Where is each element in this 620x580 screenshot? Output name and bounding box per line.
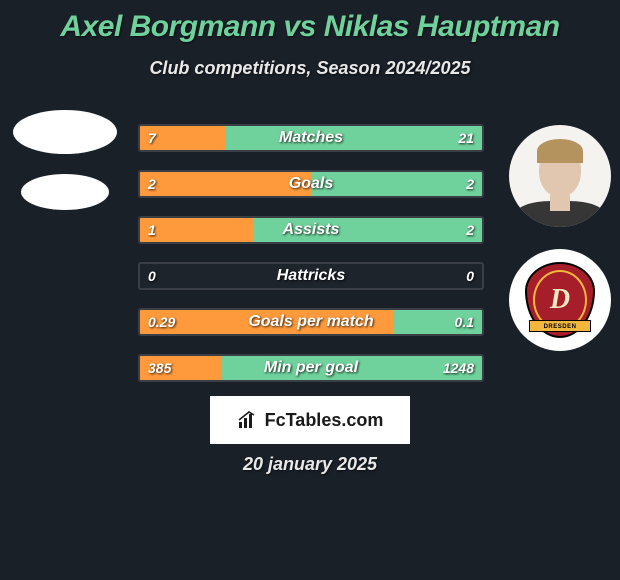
subtitle: Club competitions, Season 2024/2025: [0, 58, 620, 79]
stat-bar-row: 2Goals2: [138, 170, 484, 198]
watermark: FcTables.com: [210, 396, 410, 444]
stat-bar-row: 0.29Goals per match0.1: [138, 308, 484, 336]
stat-bar-row: 385Min per goal1248: [138, 354, 484, 382]
stat-value-right: 1248: [443, 356, 474, 380]
chart-icon: [237, 410, 259, 430]
player-a-avatar-placeholder: [13, 110, 117, 154]
avatar-neck: [550, 195, 570, 211]
vs-separator: vs: [283, 10, 315, 43]
stat-value-right: 2: [466, 172, 474, 196]
date-line: 20 january 2025: [0, 454, 620, 475]
stat-label: Hattricks: [140, 264, 482, 288]
player-b-name: Niklas Hauptman: [324, 10, 560, 43]
stat-label: Assists: [140, 218, 482, 242]
stat-label: Min per goal: [140, 356, 482, 380]
stat-label: Goals: [140, 172, 482, 196]
infographic-main: Axel Borgmann vs Niklas Hauptman Club co…: [0, 0, 620, 580]
stat-bar-row: 1Assists2: [138, 216, 484, 244]
right-avatars-column: D DRESDEN: [500, 125, 620, 351]
player-b-avatar: [509, 125, 611, 227]
stat-bars-container: 7Matches212Goals21Assists20Hattricks00.2…: [138, 124, 484, 382]
player-a-name: Axel Borgmann: [60, 10, 275, 43]
stat-label: Matches: [140, 126, 482, 150]
shield-banner: DRESDEN: [529, 320, 591, 332]
shield-letter: D: [550, 284, 570, 316]
stat-value-right: 0.1: [455, 310, 474, 334]
avatar-hair: [537, 139, 583, 163]
stat-value-right: 21: [458, 126, 474, 150]
player-b-club-badge: D DRESDEN: [509, 249, 611, 351]
stat-bar-row: 7Matches21: [138, 124, 484, 152]
stat-label: Goals per match: [140, 310, 482, 334]
left-avatars-column: [10, 110, 120, 210]
stat-value-right: 0: [466, 264, 474, 288]
watermark-text: FcTables.com: [265, 410, 384, 431]
player-a-club-placeholder: [21, 174, 109, 210]
comparison-title: Axel Borgmann vs Niklas Hauptman: [0, 0, 620, 44]
stat-bar-row: 0Hattricks0: [138, 262, 484, 290]
stat-value-right: 2: [466, 218, 474, 242]
club-shield: D DRESDEN: [525, 262, 595, 338]
